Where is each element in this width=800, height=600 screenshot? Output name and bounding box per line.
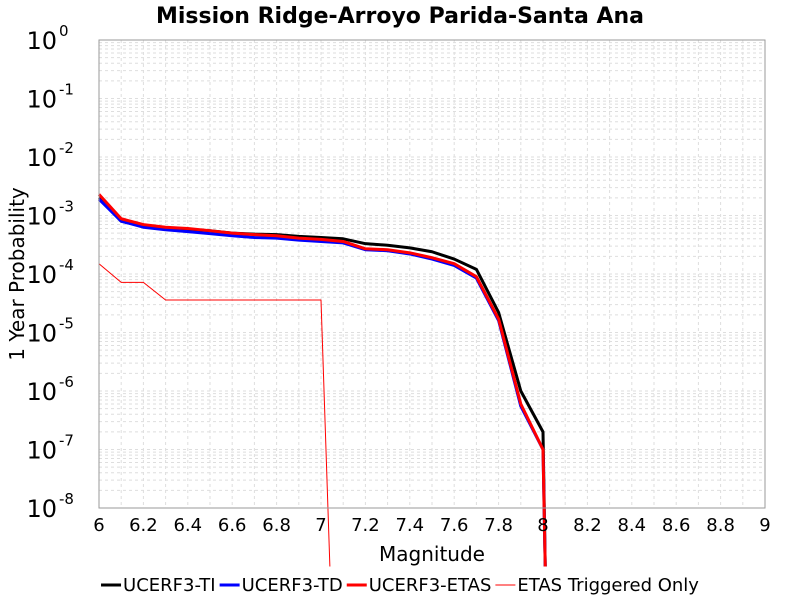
legend-label: ETAS Triggered Only: [517, 575, 699, 596]
series-layer: [97, 193, 547, 567]
y-tick-exponent: 0: [59, 22, 69, 40]
y-tick-exponent: -5: [59, 315, 74, 333]
y-tick-exponent: -4: [59, 256, 74, 274]
x-tick-label: 6.8: [262, 515, 291, 536]
series-line-ucerf3-etas: [97, 193, 547, 567]
y-tick-label: 10 -2: [26, 139, 74, 172]
grid: [98, 40, 766, 509]
x-tick-label: 8.8: [706, 515, 735, 536]
y-tick-exponent: -7: [59, 432, 74, 450]
legend-item: UCERF3-TD: [219, 575, 343, 596]
y-tick-base: 10: [26, 495, 57, 523]
legend-item: UCERF3-TI: [101, 575, 216, 596]
y-axis-label: 1 Year Probability: [5, 187, 29, 361]
x-tick-label: 6.4: [173, 515, 202, 536]
x-tick-label: 9: [759, 515, 770, 536]
y-tick-base: 10: [26, 203, 57, 231]
y-tick-exponent: -8: [59, 490, 74, 508]
legend: UCERF3-TI UCERF3-TD UCERF3-ETAS ETAS Trigge…: [101, 575, 699, 596]
y-tick-base: 10: [26, 320, 57, 348]
x-tick-label: 6.6: [218, 515, 247, 536]
plot-frame: [98, 39, 766, 509]
legend-label: UCERF3-TI: [123, 575, 216, 596]
y-tick-base: 10: [26, 261, 57, 289]
x-tick-label: 6.2: [129, 515, 158, 536]
series-line-etas-triggered-only: [98, 263, 331, 567]
x-tick-label: 7.6: [440, 515, 469, 536]
y-tick-base: 10: [26, 144, 57, 172]
y-tick-base: 10: [26, 86, 57, 114]
legend-item: ETAS Triggered Only: [495, 575, 699, 596]
x-axis-label: Magnitude: [379, 542, 485, 566]
x-tick-label: 7.8: [484, 515, 513, 536]
x-tick-label: 7.2: [351, 515, 380, 536]
y-tick-label: 10 -5: [26, 315, 74, 348]
y-tick-label: 10 -7: [26, 432, 74, 465]
x-tick-label: 8.4: [617, 515, 646, 536]
y-tick-label: 10 -1: [26, 81, 74, 114]
y-tick-label: 10 -8: [26, 490, 74, 523]
y-tick-base: 10: [26, 378, 57, 406]
y-tick-label: 10 0: [26, 22, 68, 55]
legend-item: UCERF3-ETAS: [346, 575, 492, 596]
y-tick-label: 10 -3: [26, 198, 74, 231]
y-tick-label: 10 -6: [26, 373, 74, 406]
x-tick-label: 6: [93, 515, 104, 536]
y-tick-base: 10: [26, 437, 57, 465]
x-tick-labels: 6 6.2 6.4 6.6 6.8 7 7.2 7.4 7.6 7.8 8 8.2 8.4 8.6 8.8 9: [93, 515, 770, 536]
x-tick-label: 8.2: [573, 515, 602, 536]
x-tick-label: 8.6: [662, 515, 691, 536]
x-tick-label: 7.4: [395, 515, 424, 536]
y-tick-exponent: -3: [59, 198, 74, 216]
y-tick-exponent: -6: [59, 373, 74, 391]
legend-label: UCERF3-ETAS: [369, 575, 492, 596]
chart-title: Mission Ridge-Arroyo Parida-Santa Ana: [156, 4, 644, 29]
y-tick-base: 10: [26, 27, 57, 55]
legend-label: UCERF3-TD: [242, 575, 343, 596]
y-tick-exponent: -1: [59, 81, 74, 99]
y-tick-label: 10 -4: [26, 256, 74, 289]
x-tick-label: 7: [315, 515, 326, 536]
y-tick-exponent: -2: [59, 139, 74, 157]
x-tick-label: 8: [537, 515, 548, 536]
